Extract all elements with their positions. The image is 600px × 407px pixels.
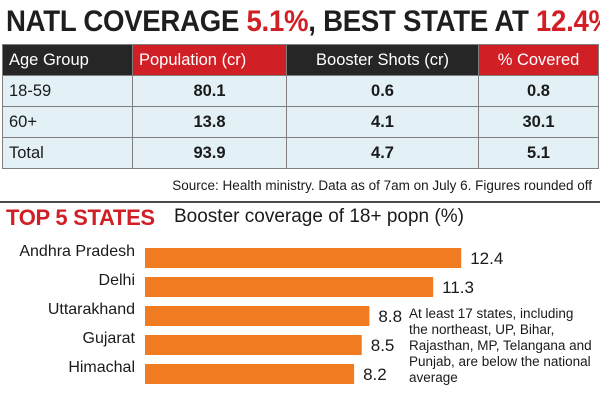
value-label-gujarat: 8.5 [371, 336, 395, 355]
headline-national-rate: 5.1% [246, 5, 309, 38]
value-label-andhra-pradesh: 12.4 [470, 249, 503, 268]
bar-gujarat [145, 335, 362, 355]
booster-bar-chart: Andhra Pradesh 12.4 Delhi 11.3 Uttarakhand 8.… [19, 243, 503, 384]
headline-part-1: NATL COVERAGE [6, 5, 247, 38]
headline-best-state-rate: 12.4% [535, 5, 600, 38]
cell-percent-covered: 5.1 [478, 137, 599, 169]
cell-booster-shots: 4.7 [286, 137, 479, 169]
cell-population: 13.8 [132, 106, 287, 138]
category-label-uttarakhand: Uttarakhand [48, 301, 135, 318]
bar-delhi [145, 277, 434, 297]
section-divider [0, 201, 600, 203]
cell-age-group: 18-59 [2, 75, 133, 107]
cell-age-group: 60+ [2, 106, 133, 138]
headline-part-3: , BEST STATE AT [308, 5, 536, 38]
category-label-himachal: Himachal [68, 359, 135, 376]
headline: NATL COVERAGE 5.1%, BEST STATE AT 12.4% [6, 2, 600, 42]
table-row: 18-59 80.1 0.6 0.8 [2, 75, 599, 107]
header-age-group: Age Group [2, 44, 133, 76]
value-label-himachal: 8.2 [363, 365, 387, 384]
table-header-row: Age Group Population (cr) Booster Shots … [2, 44, 599, 76]
coverage-table: Age Group Population (cr) Booster Shots … [2, 44, 599, 169]
value-label-delhi: 11.3 [442, 278, 474, 297]
category-label-gujarat: Gujarat [83, 330, 136, 347]
category-label-andhra-pradesh: Andhra Pradesh [19, 243, 135, 260]
source-note: Source: Health ministry. Data as of 7am … [172, 178, 592, 193]
chart-subtitle: Booster coverage of 18+ popn (%) [174, 206, 464, 227]
value-label-uttarakhand: 8.8 [378, 307, 402, 326]
cell-population: 80.1 [132, 75, 287, 107]
table-row: Total 93.9 4.7 5.1 [2, 137, 599, 169]
cell-age-group: Total [2, 137, 133, 169]
bar-uttarakhand [145, 306, 370, 326]
cell-booster-shots: 4.1 [286, 106, 479, 138]
cell-percent-covered: 0.8 [478, 75, 599, 107]
bar-himachal [145, 364, 355, 384]
cell-population: 93.9 [132, 137, 287, 169]
cell-booster-shots: 0.6 [286, 75, 479, 107]
cell-percent-covered: 30.1 [478, 106, 599, 138]
header-population: Population (cr) [132, 44, 287, 76]
header-booster-shots: Booster Shots (cr) [286, 44, 479, 76]
section-label: TOP 5 STATES [6, 205, 155, 230]
category-label-delhi: Delhi [99, 272, 135, 289]
table-row: 60+ 13.8 4.1 30.1 [2, 106, 599, 138]
chart-annotation: At least 17 states, including the northe… [409, 306, 592, 385]
bar-andhra-pradesh [145, 248, 462, 268]
header-percent-covered: % Covered [478, 44, 599, 76]
